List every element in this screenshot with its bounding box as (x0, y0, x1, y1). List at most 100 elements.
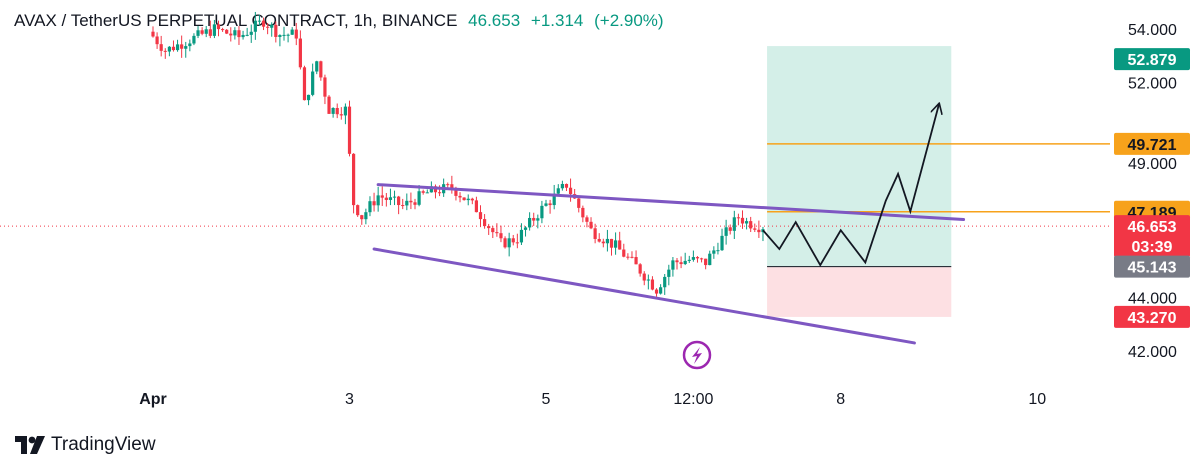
candle (495, 223, 499, 237)
x-tick-label: 8 (836, 391, 845, 408)
candle (372, 192, 376, 212)
candle (446, 182, 450, 188)
price-change-percent: (+2.90%) (594, 11, 664, 30)
x-tick-label: 12:00 (673, 391, 713, 408)
candle (532, 212, 536, 226)
candle (736, 213, 741, 226)
chart-header: AVAX / TetherUS PERPETUAL CONTRACT, 1h, … (14, 11, 664, 30)
candle (626, 253, 630, 260)
candle (683, 252, 687, 266)
candle (175, 39, 180, 52)
candle (159, 35, 163, 57)
candle (699, 257, 704, 263)
y-tick-label: 44.000 (1128, 290, 1177, 307)
candle (724, 219, 728, 245)
candle (540, 200, 544, 224)
candle (319, 60, 323, 81)
candle (720, 228, 724, 251)
candle (634, 250, 638, 265)
candle (237, 26, 241, 45)
candle (343, 103, 348, 125)
candle (556, 184, 560, 195)
candle (622, 243, 626, 258)
candle (671, 257, 675, 277)
candle (675, 258, 679, 270)
candle (585, 215, 589, 228)
tradingview-brand[interactable]: TradingView (15, 434, 156, 456)
candle (413, 198, 417, 210)
price-tag-bg (1114, 305, 1190, 328)
candle (216, 20, 221, 37)
candle (278, 34, 282, 47)
candle (761, 226, 765, 242)
price-tag-bg (1114, 132, 1190, 155)
candle (167, 46, 171, 57)
candle (536, 214, 540, 229)
candle (568, 178, 573, 202)
candle (180, 35, 184, 58)
candle (503, 236, 507, 249)
interval-label[interactable]: 1h (353, 11, 373, 30)
candle (638, 263, 642, 277)
candle (360, 214, 364, 225)
candle (298, 30, 302, 70)
y-tick-label: 52.000 (1128, 76, 1177, 93)
candle (351, 153, 356, 214)
candle (450, 175, 454, 194)
candle (470, 197, 474, 205)
price-tag-label: 46.653 (1128, 219, 1177, 236)
candle (560, 180, 564, 191)
candle (716, 242, 720, 255)
y-tick-label: 54.000 (1128, 22, 1177, 39)
candle (290, 27, 294, 35)
candle (315, 60, 319, 75)
candle (544, 199, 548, 207)
candle (200, 27, 204, 36)
candle (339, 107, 343, 120)
candle (507, 232, 511, 257)
candle (380, 186, 384, 206)
candle (458, 192, 462, 203)
candle (589, 217, 593, 230)
candle (376, 186, 380, 212)
candle (270, 22, 274, 37)
candle (323, 74, 327, 105)
candle (704, 258, 708, 270)
candle (749, 216, 753, 233)
price-chart[interactable]: 54.000 52.000 49.000 44.000 42.000 Apr 3 5 12:00… (0, 0, 1200, 425)
candle (249, 24, 253, 43)
candle (171, 40, 176, 52)
symbol-name[interactable]: AVAX / TetherUS PERPETUAL CONTRACT (14, 11, 345, 30)
candle (659, 284, 663, 295)
candle (466, 194, 470, 206)
candle (744, 217, 749, 230)
candle (548, 199, 552, 214)
candle (151, 26, 155, 38)
candle (605, 229, 610, 252)
price-tag-bg (1114, 255, 1190, 278)
candle (597, 233, 601, 243)
candle (593, 223, 597, 244)
candle (212, 19, 217, 39)
candle (208, 20, 212, 39)
candle (311, 63, 315, 97)
channel-upper-line (376, 183, 966, 222)
candle (220, 27, 225, 32)
candle (421, 189, 425, 195)
candle (618, 231, 622, 250)
candle (306, 94, 311, 106)
candle (356, 204, 360, 217)
candle (487, 223, 491, 235)
candle (740, 210, 745, 229)
candle (511, 234, 515, 246)
x-tick-label: 3 (345, 391, 354, 408)
candle (601, 238, 605, 248)
target-zone (767, 46, 952, 267)
candle (188, 39, 192, 52)
lightning-bolt-icon[interactable] (682, 340, 712, 370)
candle (564, 183, 569, 192)
candle (695, 256, 700, 263)
candle (650, 276, 655, 291)
candle (613, 232, 618, 255)
candle (163, 48, 167, 59)
